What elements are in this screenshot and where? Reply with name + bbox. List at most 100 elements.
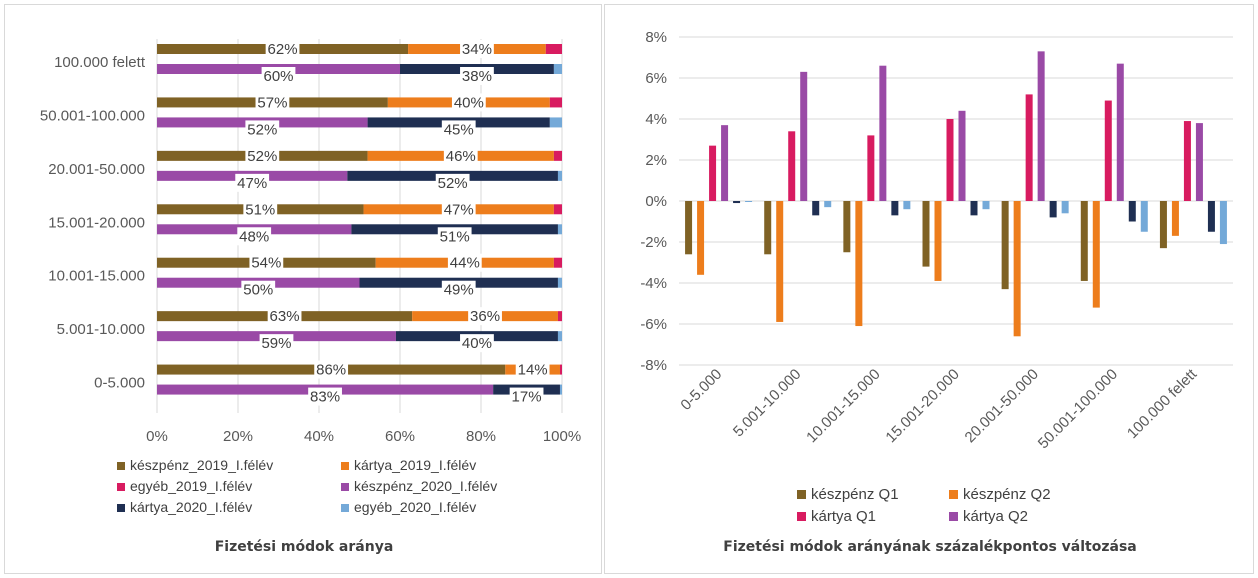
data-label-bg — [435, 173, 470, 192]
x-tick-label: 100.000 felett — [1124, 365, 1201, 442]
legend-label: kártya_2019_I.félév — [354, 457, 476, 473]
data-label-bg — [441, 120, 476, 139]
data-label-bg — [265, 40, 300, 58]
data-label-bg — [267, 307, 302, 326]
bar — [764, 201, 772, 255]
data-label-bg — [460, 40, 494, 58]
bar — [879, 65, 887, 201]
legend-label: egyéb_2020_I.félév — [354, 499, 476, 515]
bar — [1195, 123, 1203, 201]
data-label: 63% — [270, 308, 300, 325]
data-label-bg — [314, 360, 349, 379]
data-label-bg — [441, 200, 476, 219]
data-label-bg — [451, 93, 486, 112]
data-label: 62% — [268, 41, 298, 58]
bar — [1061, 201, 1069, 214]
data-label: 34% — [462, 41, 492, 58]
x-tick-label: 0% — [146, 428, 168, 445]
data-label: 49% — [444, 282, 474, 299]
y-tick-label: 10.001-15.000 — [48, 268, 145, 285]
data-label: 86% — [316, 362, 346, 379]
x-tick-label: 20% — [223, 428, 253, 445]
bar — [721, 125, 729, 201]
bar-segment — [559, 364, 562, 375]
legend-swatch — [117, 483, 125, 491]
y-tick-label: 50.001-100.000 — [40, 107, 145, 124]
chart-title: Fizetési módok aránya — [215, 539, 394, 555]
data-label-bg — [245, 146, 280, 165]
legend-swatch — [341, 504, 349, 512]
data-label-bg — [443, 146, 478, 165]
data-label-bg — [259, 334, 294, 353]
legend-label: készpénz Q1 — [811, 486, 899, 503]
bar — [1092, 201, 1100, 308]
data-label: 47% — [444, 201, 474, 218]
bar — [982, 201, 990, 210]
bar — [1159, 201, 1167, 249]
bar — [800, 71, 808, 201]
bar-segment — [549, 97, 562, 108]
bar — [776, 201, 784, 322]
data-label-bg — [437, 227, 472, 246]
y-tick-label: 4% — [645, 111, 667, 128]
bar — [1037, 51, 1045, 201]
bar — [946, 119, 954, 201]
bar-segment — [557, 277, 562, 288]
x-tick-label: 20.001-50.000 — [962, 366, 1042, 446]
data-label: 44% — [450, 255, 480, 272]
bar-segment — [557, 311, 562, 322]
data-label-bg — [441, 280, 476, 299]
x-tick-label: 5.001-10.000 — [730, 366, 805, 441]
bar — [922, 201, 930, 267]
data-label-bg — [515, 360, 550, 379]
legend-label: készpénz Q2 — [963, 486, 1051, 503]
x-tick-label: 40% — [304, 428, 334, 445]
right-chart-panel: 8% 6% 4% 2% 0% -2% -4% -6% -8% 0-5.000 5.001-10.00… — [604, 4, 1254, 574]
bar-segment — [559, 384, 562, 395]
y-tick-label: 100.000 felett — [54, 54, 146, 71]
x-tick-label: 80% — [466, 428, 496, 445]
y-tick-label: 8% — [645, 29, 667, 46]
bar — [1001, 201, 1009, 290]
y-tick-label: 5.001-10.000 — [57, 321, 145, 338]
bar — [891, 201, 899, 216]
bar — [824, 201, 832, 208]
bar-segment — [557, 224, 562, 235]
bar — [1219, 201, 1227, 245]
data-label-bg — [460, 334, 494, 353]
data-label: 50% — [243, 282, 273, 299]
bar — [958, 110, 966, 201]
legend-swatch — [341, 462, 349, 470]
bar — [1025, 94, 1033, 201]
bar — [745, 201, 753, 202]
bar — [1013, 201, 1021, 337]
legend-swatch — [949, 490, 958, 499]
data-label-bg — [308, 387, 342, 406]
data-label: 40% — [462, 335, 492, 352]
data-label: 51% — [440, 228, 470, 245]
chart-title: Fizetési módok arányának százalékpontos … — [723, 539, 1136, 555]
bar — [733, 201, 741, 204]
bar-segment — [553, 150, 562, 161]
data-label: 59% — [261, 335, 291, 352]
bar — [685, 201, 693, 255]
bar — [1104, 100, 1112, 201]
legend-label: kártya Q1 — [811, 508, 876, 525]
bar-segment — [553, 204, 562, 215]
y-tick-label: 0-5.000 — [94, 375, 145, 392]
data-label-bg — [243, 200, 278, 219]
legend-label: egyéb_2019_I.félév — [130, 478, 252, 494]
bar-segment — [553, 64, 562, 74]
left-chart-panel: 0% 20% 40% 60% 80% 100% 100.000 felett 62% 34% 60… — [4, 4, 602, 574]
data-label-bg — [241, 280, 276, 299]
x-tick-label: 100% — [543, 428, 581, 445]
right-chart-svg: 8% 6% 4% 2% 0% -2% -4% -6% -8% 0-5.000 5.001-10.00… — [640, 29, 1233, 555]
data-label: 83% — [310, 389, 340, 406]
y-tick-label: 2% — [645, 152, 667, 169]
bar — [812, 201, 820, 216]
bar-segment — [553, 257, 562, 268]
data-label-bg — [249, 253, 284, 272]
y-tick-label: 15.001-20.000 — [48, 214, 145, 231]
data-label: 45% — [444, 121, 474, 138]
